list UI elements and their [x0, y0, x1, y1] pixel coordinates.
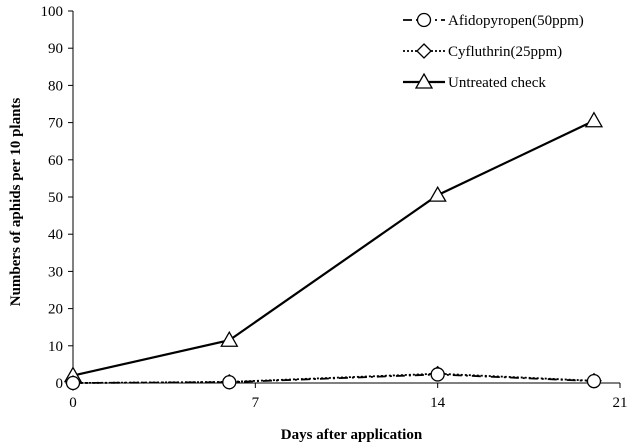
y-tick-label: 0 [56, 376, 64, 392]
series-line [72, 373, 594, 384]
y-tick-label: 10 [48, 339, 63, 355]
x-axis-title: Days after application [281, 427, 423, 443]
series-line [72, 119, 595, 377]
legend-label: Untreated check [448, 75, 546, 91]
legend-item: Untreated check [403, 72, 546, 91]
x-axis-ticks: 0 7 14 21 [69, 383, 628, 411]
legend-label: Cyfluthrin(25ppm) [448, 44, 562, 60]
triangle-marker [584, 111, 604, 128]
x-tick-label: 7 [252, 395, 260, 411]
y-tick-label: 40 [48, 227, 63, 243]
y-tick-label: 30 [48, 264, 63, 280]
y-tick-label: 20 [48, 302, 63, 318]
legend-diamond-marker [416, 43, 432, 59]
y-tick-label: 60 [48, 153, 63, 169]
y-tick-label: 70 [48, 116, 63, 132]
series-circle [65, 367, 602, 391]
legend-triangle-marker [414, 72, 434, 89]
y-axis-ticks: 0 10 20 30 40 50 60 70 80 90 100 [41, 4, 73, 392]
x-tick-label: 14 [430, 395, 446, 411]
y-tick-label: 90 [48, 41, 63, 57]
x-tick-label: 21 [613, 395, 628, 411]
circle-marker [65, 375, 81, 391]
series-triangle [63, 111, 604, 383]
legend: Afidopyropen(50ppm) Cyfluthrin(25ppm) Untr… [403, 12, 584, 91]
y-axis-title: Numbers of aphids per 10 plants [8, 98, 24, 307]
circle-marker [430, 367, 445, 382]
series-layer [63, 111, 604, 391]
legend-circle-marker [416, 12, 432, 28]
triangle-marker [428, 185, 447, 202]
circle-marker [586, 373, 602, 389]
legend-item: Afidopyropen(50ppm) [403, 12, 584, 29]
y-tick-label: 100 [41, 4, 64, 20]
y-tick-label: 80 [48, 78, 63, 94]
y-tick-label: 50 [48, 190, 63, 206]
legend-item: Cyfluthrin(25ppm) [403, 43, 562, 60]
triangle-marker [220, 330, 239, 347]
legend-label: Afidopyropen(50ppm) [448, 13, 584, 29]
x-tick-label: 0 [69, 395, 77, 411]
circle-marker [222, 375, 237, 390]
